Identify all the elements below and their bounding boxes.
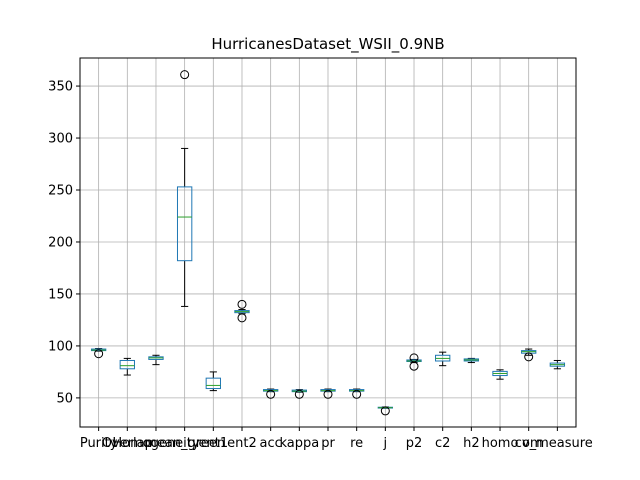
grid	[80, 58, 576, 427]
box-body	[119, 359, 135, 370]
outlier-point	[409, 361, 419, 371]
outlier-point	[266, 389, 276, 399]
box-purity	[90, 348, 107, 359]
outlier-point	[94, 349, 104, 359]
box-homogeneity	[148, 354, 164, 366]
x-tick-label: p2	[406, 436, 423, 451]
x-tick-label: acc	[260, 436, 282, 451]
x-tick-label: Purity	[80, 436, 118, 451]
outlier-point	[237, 313, 247, 323]
box-acc	[262, 388, 279, 399]
box-com	[521, 348, 537, 362]
x-tick-label: Homogeneity	[112, 436, 200, 451]
x-tick-label: re	[350, 436, 363, 451]
x-tick-label: mean_green	[144, 436, 225, 451]
y-tick-label: 250	[48, 184, 73, 199]
box-pr	[320, 388, 336, 399]
box-homo	[492, 369, 508, 380]
outlier-point	[294, 389, 304, 399]
outlier-point	[352, 389, 362, 399]
y-tick-label: 100	[48, 339, 73, 354]
outlier-point	[323, 389, 333, 399]
x-tick-label: h2	[463, 436, 480, 451]
boxes	[90, 70, 566, 416]
x-tick-label: com	[515, 436, 543, 451]
box-kappa	[291, 389, 307, 399]
box-re	[349, 388, 365, 399]
y-tick-label: 350	[48, 80, 73, 95]
box-c2	[435, 351, 451, 367]
box-v-measure	[549, 359, 566, 370]
box-ent2	[234, 299, 250, 323]
x-tick-label: Overlap	[102, 436, 153, 451]
box-overlap	[119, 357, 135, 376]
x-tick-label: c2	[435, 436, 450, 451]
x-tick-label: pr	[321, 436, 335, 451]
x-tick-label: kappa	[279, 436, 319, 451]
x-tick-label: ent1	[199, 436, 229, 451]
x-tick-label: ent2	[227, 436, 257, 451]
box-body	[176, 186, 193, 262]
box-p2	[406, 353, 422, 371]
box-j	[377, 406, 394, 416]
outlier-point	[524, 352, 534, 362]
outlier-point	[380, 406, 390, 416]
x-tick-label: homo	[482, 436, 519, 451]
y-tick-label: 50	[56, 391, 73, 406]
y-tick-label: 200	[48, 235, 73, 250]
box-body	[205, 377, 221, 390]
box-ent1	[205, 371, 221, 392]
box-h2	[463, 357, 480, 364]
y-tick-label: 300	[48, 132, 73, 147]
y-axis: 50 100 150 200 250 300 350	[48, 80, 80, 406]
y-tick-label: 150	[48, 287, 73, 302]
box-mean-green	[176, 70, 193, 307]
x-tick-label: v_measure	[522, 436, 593, 451]
outlier-point	[237, 299, 247, 309]
outlier-point	[180, 70, 190, 80]
chart-title: HurricanesDataset_WSII_0.9NB	[211, 35, 444, 54]
x-tick-label: j	[383, 436, 388, 451]
